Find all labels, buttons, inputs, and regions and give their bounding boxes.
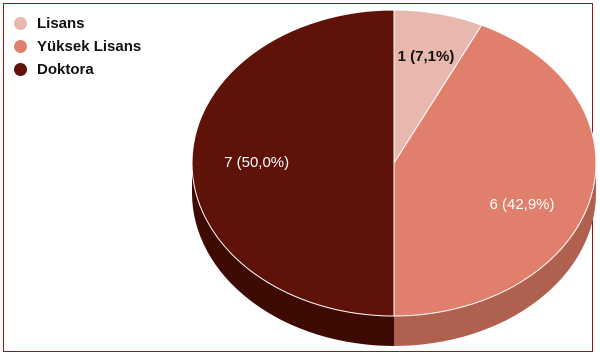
legend-label: Doktora [37, 61, 94, 78]
data-label-doktora: 7 (50,0%) [224, 154, 289, 171]
legend: Lisans Yüksek Lisans Doktora [14, 12, 141, 81]
data-label-lisans: 1 (7,1%) [398, 48, 455, 65]
legend-swatch-yuksek-lisans [14, 40, 27, 53]
pie-slice-yuksek-lisans [393, 24, 597, 317]
data-label-yuksek-lisans: 6 (42,9%) [489, 196, 554, 213]
pie-side-doktora [192, 163, 394, 346]
pie-slice-doktora [191, 9, 395, 317]
legend-label: Lisans [37, 15, 85, 32]
legend-swatch-lisans [14, 17, 27, 30]
legend-item-lisans: Lisans [14, 12, 141, 35]
legend-label: Yüksek Lisans [37, 38, 142, 55]
pie-side-yuksek-lisans [394, 163, 596, 346]
legend-item-yuksek-lisans: Yüksek Lisans [14, 35, 141, 58]
legend-swatch-doktora [14, 63, 27, 76]
legend-item-doktora: Doktora [14, 58, 141, 81]
